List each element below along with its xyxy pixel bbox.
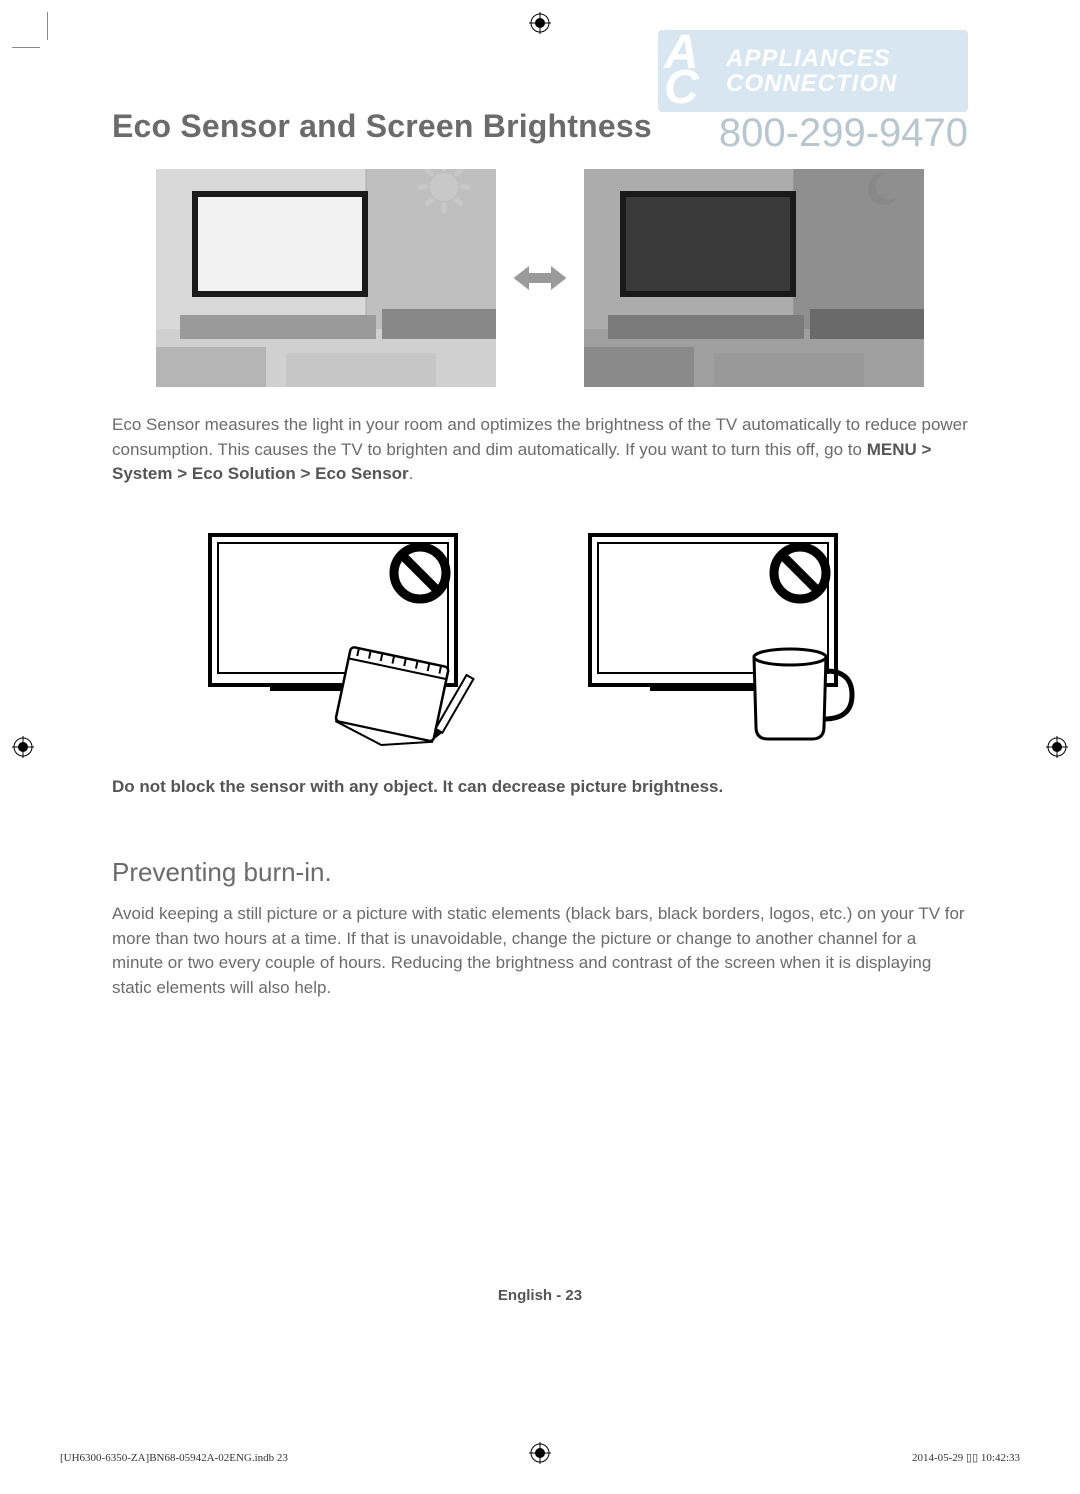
- room-day-illustration: [156, 169, 496, 387]
- section2-paragraph: Avoid keeping a still picture or a pictu…: [112, 902, 968, 1001]
- crop-tick-horizontal: [12, 47, 40, 48]
- tv-blocked-notepad-illustration: [200, 527, 500, 747]
- section1-text: Eco Sensor measures the light in your ro…: [112, 415, 968, 459]
- section2-title: Preventing burn-in.: [112, 857, 968, 888]
- page: AC APPLIANCESCONNECTION 800-299-9470 Eco…: [0, 0, 1080, 1494]
- brand-watermark: AC APPLIANCESCONNECTION: [658, 30, 968, 112]
- registration-mark-right: [1046, 736, 1068, 758]
- section1-paragraph: Eco Sensor measures the light in your ro…: [112, 413, 968, 487]
- room-night-illustration: [584, 169, 924, 387]
- registration-mark-left: [12, 736, 34, 758]
- brand-line2: CONNECTION: [726, 70, 897, 97]
- sensor-block-illustration-row: [112, 527, 968, 747]
- section1-caption: Do not block the sensor with any object.…: [112, 777, 968, 797]
- eco-sensor-illustration-row: [112, 169, 968, 387]
- brand-line1: APPLIANCES: [726, 45, 891, 72]
- double-arrow-icon: [512, 258, 568, 298]
- registration-mark-bottom: [529, 1442, 551, 1464]
- content-area: Eco Sensor and Screen Brightness: [112, 108, 968, 1006]
- section1-title: Eco Sensor and Screen Brightness: [112, 108, 968, 145]
- tv-blocked-mug-illustration: [580, 527, 880, 747]
- section1-trail: .: [409, 464, 414, 483]
- print-footer-right: 2014-05-29 ▯▯ 10:42:33: [912, 1451, 1020, 1464]
- print-footer-left: [UH6300-6350-ZA]BN68-05942A-02ENG.indb 2…: [60, 1452, 288, 1464]
- crop-tick-vertical: [47, 12, 48, 40]
- page-footer: English - 23: [0, 1287, 1080, 1304]
- registration-mark-top: [529, 12, 551, 34]
